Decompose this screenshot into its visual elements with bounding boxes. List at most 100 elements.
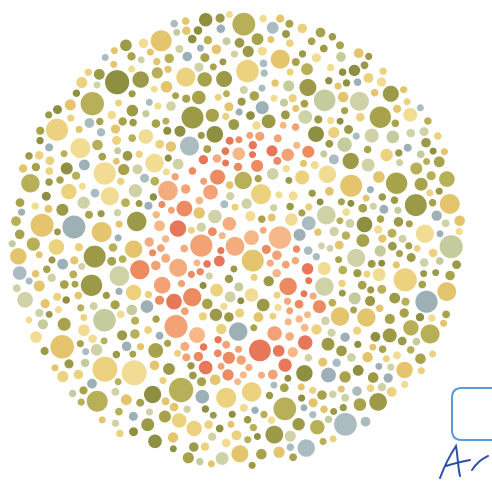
dot <box>279 383 289 393</box>
dot <box>113 209 122 217</box>
dot <box>249 423 258 432</box>
dot <box>392 261 400 269</box>
dot <box>369 393 387 411</box>
dot <box>255 131 265 141</box>
dot <box>378 345 387 354</box>
dot <box>25 277 33 285</box>
dot <box>181 17 190 25</box>
dot <box>128 134 137 143</box>
dot <box>292 245 301 253</box>
dot <box>222 159 230 167</box>
dot <box>246 111 255 120</box>
dot <box>214 336 222 344</box>
dot <box>53 105 62 115</box>
dot <box>90 344 103 356</box>
dot <box>391 119 400 128</box>
dot <box>415 290 438 313</box>
dot <box>304 311 311 319</box>
dot <box>128 90 136 98</box>
dot <box>266 168 279 180</box>
dot <box>344 125 353 134</box>
dot <box>286 443 295 452</box>
dot <box>145 408 154 416</box>
dot <box>112 135 122 145</box>
dot <box>378 193 387 201</box>
dot <box>151 67 163 79</box>
dot <box>254 174 262 183</box>
dot <box>224 102 234 112</box>
dot <box>393 104 402 113</box>
dot <box>203 260 211 268</box>
dot <box>10 248 27 265</box>
dot <box>33 280 45 292</box>
dot <box>209 63 217 71</box>
dot <box>150 85 158 93</box>
dot <box>293 228 306 241</box>
dot <box>334 412 357 436</box>
dot <box>118 164 130 176</box>
dot <box>204 420 213 429</box>
dot <box>169 220 187 237</box>
dot <box>34 151 44 160</box>
dot <box>397 336 407 346</box>
dot <box>225 236 245 256</box>
dot <box>162 168 170 176</box>
dot <box>221 438 231 448</box>
dot <box>214 93 222 101</box>
dot <box>219 58 227 66</box>
dot <box>278 358 292 372</box>
dot <box>242 45 254 58</box>
dot <box>169 445 177 453</box>
dot <box>110 300 120 310</box>
dot <box>200 177 208 185</box>
dot <box>154 295 165 305</box>
dot <box>424 117 432 125</box>
dot <box>281 148 294 161</box>
dot <box>192 90 206 105</box>
dot <box>117 330 128 341</box>
dot <box>329 435 337 443</box>
dot <box>385 172 408 194</box>
dot <box>60 150 68 158</box>
dot <box>200 442 210 451</box>
dot <box>286 68 294 76</box>
dot <box>310 161 319 170</box>
dot <box>319 44 328 53</box>
dot <box>177 280 186 288</box>
dot <box>439 235 463 259</box>
dot <box>284 374 292 382</box>
dot <box>327 328 336 337</box>
dot <box>96 117 104 126</box>
dot <box>80 274 103 296</box>
dot <box>107 110 117 120</box>
dot <box>14 229 25 240</box>
dot <box>216 71 233 87</box>
dot <box>285 176 293 184</box>
dot <box>35 308 44 318</box>
dot <box>138 129 153 144</box>
dot <box>180 136 199 156</box>
dot <box>234 282 244 292</box>
dot <box>244 230 259 246</box>
dot <box>213 255 225 267</box>
dot <box>93 162 116 185</box>
dot <box>45 111 53 119</box>
dot <box>309 292 317 300</box>
dot <box>243 415 252 424</box>
dot <box>129 427 138 437</box>
dot <box>356 234 370 247</box>
dot <box>267 213 276 222</box>
dot <box>367 372 379 383</box>
dot <box>340 174 363 197</box>
dot <box>273 134 282 143</box>
dot <box>363 145 372 154</box>
dot <box>272 250 282 260</box>
dot <box>135 150 143 158</box>
dot <box>367 259 376 268</box>
dot <box>72 89 81 97</box>
dot <box>280 110 290 120</box>
dot <box>239 403 248 412</box>
dot <box>202 298 213 310</box>
dot <box>115 99 122 107</box>
